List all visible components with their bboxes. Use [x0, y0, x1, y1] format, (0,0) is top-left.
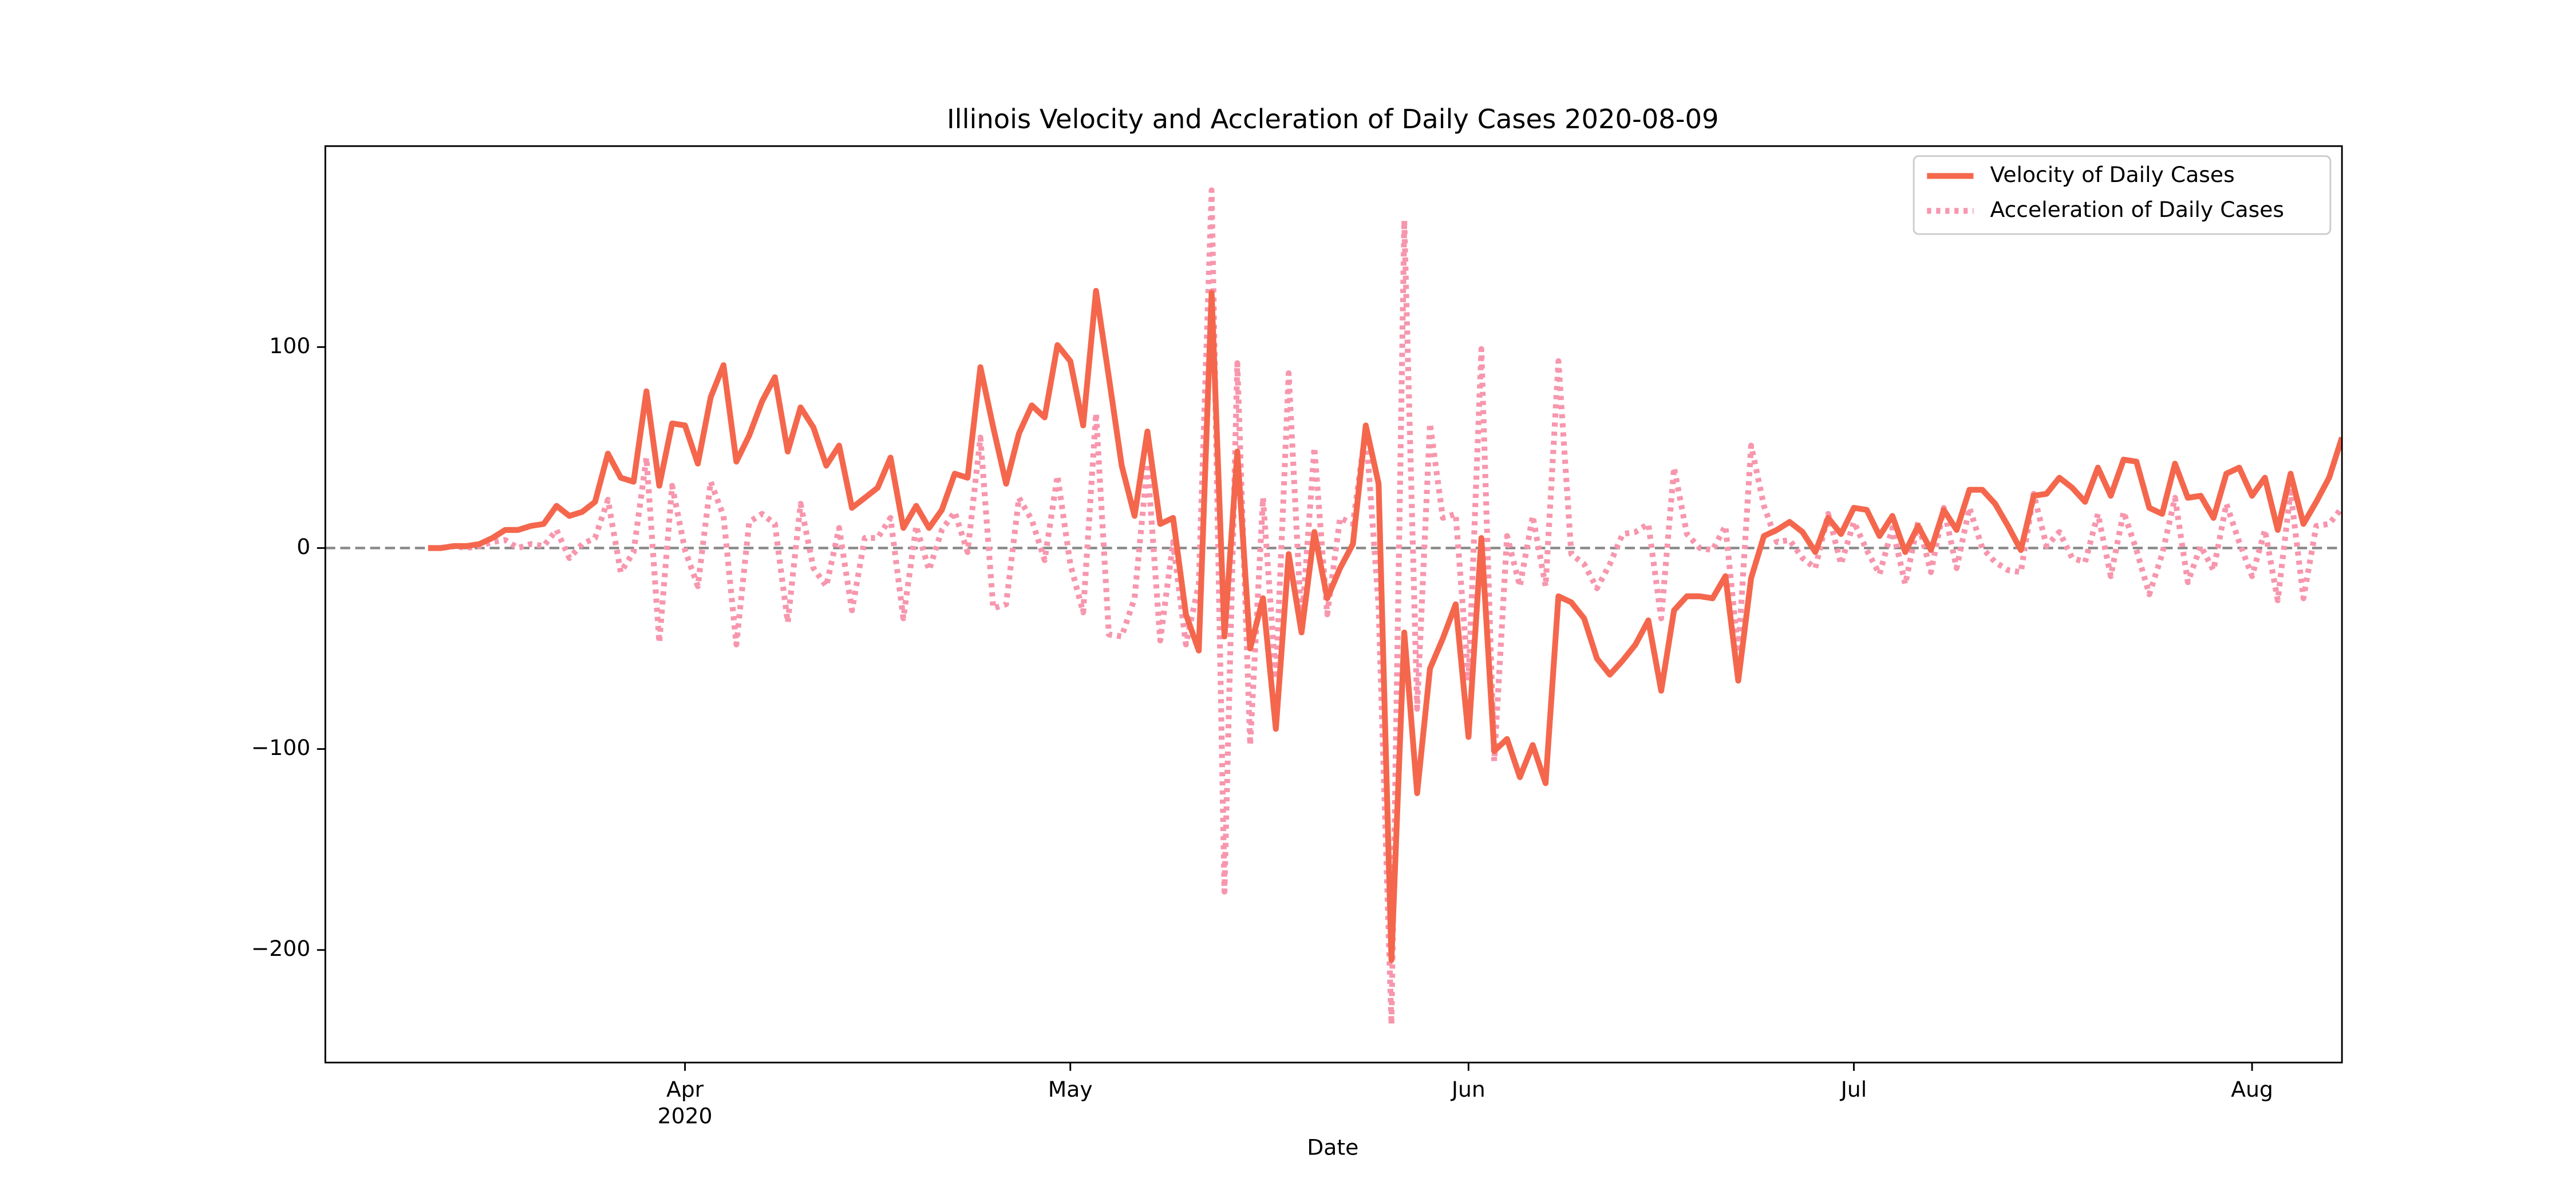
x-tick-label: Jun: [1451, 1077, 1485, 1102]
y-tick-label: −200: [251, 936, 310, 961]
legend-label: Acceleration of Daily Cases: [1990, 197, 2284, 222]
x-tick-label: Apr: [666, 1077, 704, 1102]
plot-frame: [324, 145, 2343, 1063]
x-tick-label: Jul: [1840, 1077, 1867, 1102]
chart-title: Illinois Velocity and Accleration of Dai…: [947, 104, 1719, 135]
series-line: [428, 287, 2342, 963]
x-axis-label: Date: [1307, 1135, 1358, 1160]
x-tick-label: Aug: [2231, 1077, 2273, 1102]
x-tick-label: May: [1048, 1077, 1093, 1102]
legend-label: Velocity of Daily Cases: [1990, 162, 2234, 187]
x-year-label: 2020: [658, 1104, 713, 1129]
y-tick-label: 0: [297, 534, 310, 559]
y-tick-label: 100: [269, 333, 310, 358]
legend-box: [1913, 155, 2332, 235]
y-tick-label: −100: [251, 735, 310, 760]
